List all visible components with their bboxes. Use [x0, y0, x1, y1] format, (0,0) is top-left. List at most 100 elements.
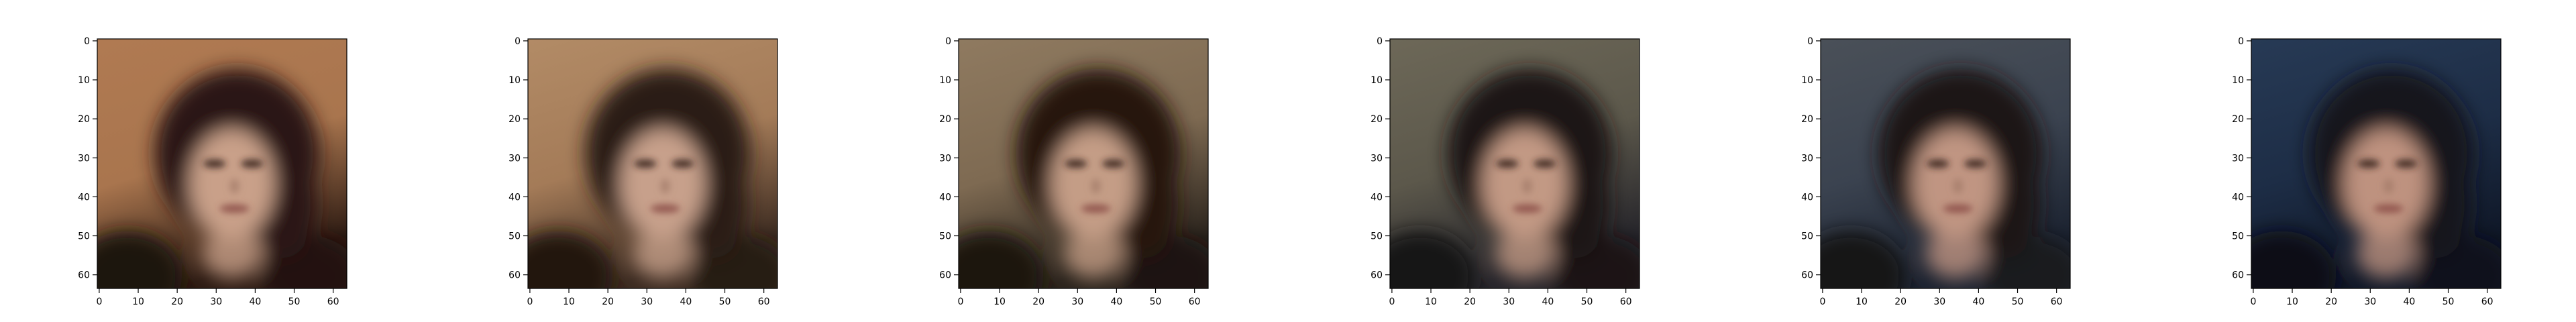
y-tick-label: 60: [1801, 270, 1813, 281]
x-tick-label: 20: [1464, 297, 1476, 307]
x-tick-label: 10: [994, 297, 1006, 307]
axes-frame: [1820, 38, 2071, 289]
y-tick-label: 50: [1801, 231, 1813, 242]
x-tick-label: 0: [527, 297, 533, 307]
x-tick-label: 60: [1620, 297, 1632, 307]
x-tick-label: 60: [2481, 297, 2493, 307]
x-tick-label: 30: [1503, 297, 1515, 307]
y-tick-label: 50: [939, 231, 951, 242]
x-tick-label: 0: [1389, 297, 1395, 307]
face-image: [97, 39, 347, 288]
y-tick-label: 60: [939, 270, 951, 281]
y-tick-label: 30: [1371, 153, 1383, 164]
y-tick-label: 50: [2232, 231, 2244, 242]
x-tick-label: 0: [96, 297, 102, 307]
y-tick-label: 0: [1807, 36, 1813, 47]
x-tick-label: 30: [1933, 297, 1945, 307]
x-tick-label: 50: [288, 297, 301, 307]
x-tick-label: 10: [563, 297, 575, 307]
y-tick-label: 40: [1371, 192, 1383, 203]
x-tick-label: 30: [1071, 297, 1083, 307]
y-tick-label: 0: [515, 36, 521, 47]
y-tick-label: 10: [78, 75, 90, 86]
y-tick-label: 50: [78, 231, 90, 242]
y-tick-label: 40: [2232, 192, 2244, 203]
y-tick-label: 0: [2238, 36, 2244, 47]
x-tick-label: 10: [132, 297, 144, 307]
image-panel: 0 10 20 30 40 50 60 0 10 20 30 40 50 60: [508, 36, 778, 307]
y-tick-label: 40: [78, 192, 90, 203]
face-image: [1390, 39, 1640, 288]
x-tick-label: 30: [210, 297, 222, 307]
x-tick-label: 60: [758, 297, 770, 307]
y-tick-label: 50: [1371, 231, 1383, 242]
y-tick-label: 40: [508, 192, 521, 203]
x-tick-label: 40: [2403, 297, 2415, 307]
y-tick-label: 20: [939, 114, 951, 125]
y-tick-label: 40: [1801, 192, 1813, 203]
y-tick-label: 20: [1801, 114, 1813, 125]
y-tick-label: 0: [945, 36, 951, 47]
y-tick-label: 10: [508, 75, 521, 86]
x-tick-label: 0: [2250, 297, 2256, 307]
y-tick-label: 60: [78, 270, 90, 281]
x-tick-label: 50: [1150, 297, 1162, 307]
x-tick-label: 40: [1972, 297, 1984, 307]
x-tick-label: 50: [719, 297, 731, 307]
y-tick-label: 10: [1371, 75, 1383, 86]
x-tick-label: 30: [2364, 297, 2376, 307]
y-tick-label: 40: [939, 192, 951, 203]
y-tick-label: 10: [1801, 75, 1813, 86]
y-tick-label: 10: [939, 75, 951, 86]
x-tick-label: 10: [1856, 297, 1868, 307]
face-image: [2251, 39, 2501, 288]
axes-frame: [1389, 38, 1640, 289]
y-tick-label: 20: [2232, 114, 2244, 125]
y-tick-label: 30: [2232, 153, 2244, 164]
x-tick-label: 40: [1542, 297, 1554, 307]
x-tick-label: 20: [1894, 297, 1907, 307]
axes-frame: [527, 38, 778, 289]
y-tick-label: 0: [84, 36, 90, 47]
y-tick-label: 30: [1801, 153, 1813, 164]
x-tick-label: 40: [249, 297, 261, 307]
axes-frame: [2251, 38, 2502, 289]
y-tick-label: 60: [508, 270, 521, 281]
face-image: [1821, 39, 2070, 288]
axes-frame: [97, 38, 347, 289]
y-tick-label: 20: [78, 114, 90, 125]
x-tick-label: 60: [327, 297, 339, 307]
x-tick-label: 60: [1189, 297, 1201, 307]
x-tick-label: 40: [1110, 297, 1122, 307]
y-tick-label: 30: [939, 153, 951, 164]
x-tick-label: 30: [641, 297, 653, 307]
x-tick-label: 20: [1032, 297, 1044, 307]
x-tick-label: 50: [2443, 297, 2455, 307]
axes-frame: [958, 38, 1209, 289]
x-tick-label: 10: [2286, 297, 2298, 307]
x-tick-label: 60: [2051, 297, 2063, 307]
x-tick-label: 40: [680, 297, 692, 307]
y-tick-label: 60: [2232, 270, 2244, 281]
x-tick-label: 20: [171, 297, 183, 307]
face-image: [959, 39, 1208, 288]
y-tick-label: 20: [508, 114, 521, 125]
image-panel: 0 10 20 30 40 50 60 0 10 20 30 40 50 60: [1801, 36, 2071, 307]
x-tick-label: 10: [1425, 297, 1437, 307]
x-tick-label: 20: [2325, 297, 2337, 307]
y-tick-label: 10: [2232, 75, 2244, 86]
y-tick-label: 50: [508, 231, 521, 242]
y-tick-label: 20: [1371, 114, 1383, 125]
x-tick-label: 50: [2012, 297, 2024, 307]
x-tick-label: 0: [957, 297, 963, 307]
x-tick-label: 20: [602, 297, 614, 307]
image-panel: 0 10 20 30 40 50 60 0 10 20 30 40 50 60: [78, 36, 347, 307]
y-tick-label: 30: [508, 153, 521, 164]
image-panel: 0 10 20 30 40 50 60 0 10 20 30 40 50 60: [939, 36, 1209, 307]
x-tick-label: 0: [1819, 297, 1825, 307]
image-panel: 0 10 20 30 40 50 60 0 10 20 30 40 50 60: [2232, 36, 2502, 307]
y-tick-label: 30: [78, 153, 90, 164]
image-panel: 0 10 20 30 40 50 60 0 10 20 30 40 50 60: [1371, 36, 1640, 307]
